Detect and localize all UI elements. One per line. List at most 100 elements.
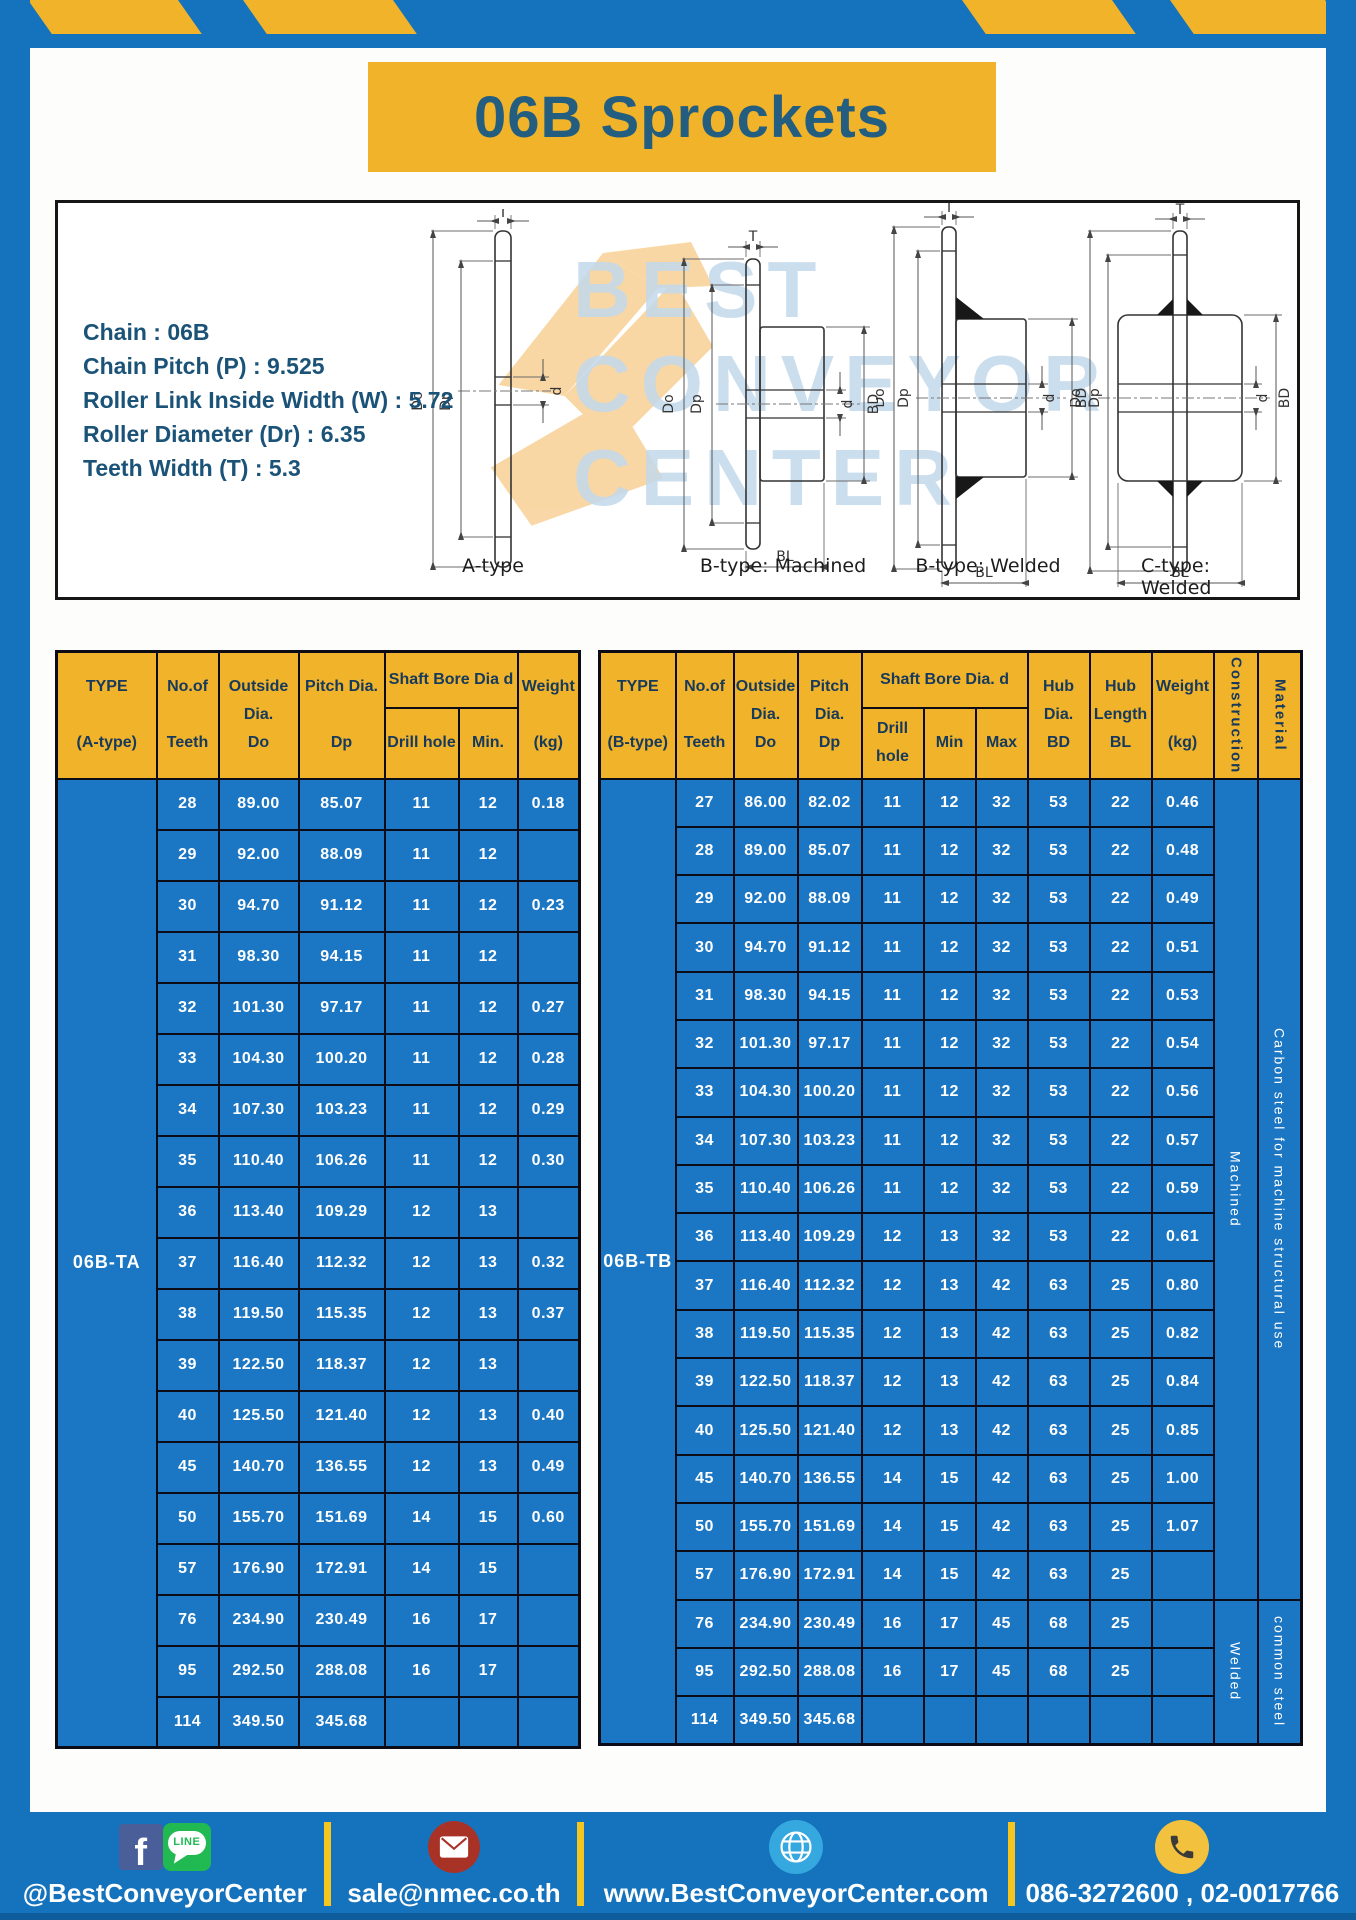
table-row: 114 349.50 345.68 xyxy=(600,1695,1302,1746)
data-cell: 12 xyxy=(383,1389,460,1443)
data-cell: 0.32 xyxy=(516,1236,581,1290)
data-cell: 25 xyxy=(1088,1501,1153,1553)
a-type-table: TYPE (A-type) No.of Teeth Outside Dia. Do P… xyxy=(55,650,581,1749)
col-material: Material xyxy=(1256,650,1303,780)
data-cell: 11 xyxy=(860,1018,925,1070)
data-cell: 15 xyxy=(457,1542,519,1596)
data-cell: 53 xyxy=(1026,1163,1091,1215)
type-merged-cell: 06B-TA xyxy=(55,777,158,1749)
table-row: 28 89.00 85.07 11 12 32 53 22 0.48 xyxy=(600,825,1302,877)
data-cell: 57 xyxy=(674,1550,735,1601)
data-cell: 25 xyxy=(1088,1308,1153,1360)
table-row: 30 94.70 91.12 11 12 0.23 xyxy=(57,879,581,933)
data-cell: 12 xyxy=(457,1134,519,1188)
table-row: 39 122.50 118.37 12 13 42 63 25 0.84 xyxy=(600,1357,1302,1408)
data-cell: 0.53 xyxy=(1150,970,1215,1021)
data-cell: 292.50 xyxy=(217,1644,300,1698)
data-cell: 112.32 xyxy=(297,1236,386,1290)
data-cell: 116.40 xyxy=(217,1236,300,1290)
data-cell: 76 xyxy=(155,1593,220,1647)
left-border xyxy=(0,0,30,1920)
decor-stripe xyxy=(28,0,202,34)
construction-merged-cell: Machined xyxy=(1212,777,1259,1601)
data-cell: 53 xyxy=(1026,874,1091,925)
data-cell: 11 xyxy=(383,828,460,882)
data-cell: 34 xyxy=(155,1083,220,1137)
data-cell: 292.50 xyxy=(732,1646,799,1698)
data-cell: 14 xyxy=(860,1501,925,1553)
data-cell: 32 xyxy=(974,777,1029,828)
data-cell: 25 xyxy=(1088,1357,1153,1408)
spec-line: Chain : 06B xyxy=(83,319,210,345)
data-cell xyxy=(1150,1550,1215,1601)
svg-text:d: d xyxy=(840,400,856,409)
data-cell: 88.09 xyxy=(297,828,386,882)
data-cell: 12 xyxy=(383,1287,460,1341)
data-cell: 106.26 xyxy=(796,1163,863,1215)
svg-text:Dp: Dp xyxy=(438,391,454,411)
table-row: 34 107.30 103.23 11 12 32 53 22 0.57 xyxy=(600,1115,1302,1166)
data-cell: 29 xyxy=(155,828,220,882)
data-cell: 12 xyxy=(383,1338,460,1392)
data-cell: 118.37 xyxy=(796,1357,863,1408)
col-hub-length: Hub Length BL xyxy=(1088,650,1153,780)
svg-text:Dp: Dp xyxy=(689,394,705,414)
data-cell: 63 xyxy=(1026,1453,1091,1504)
data-cell: 25 xyxy=(1088,1405,1153,1456)
data-cell: 12 xyxy=(860,1308,925,1360)
data-cell: 17 xyxy=(457,1593,519,1647)
decor-stripe xyxy=(243,0,417,34)
data-cell: 22 xyxy=(1088,874,1153,925)
data-cell: 288.08 xyxy=(297,1644,386,1698)
data-cell: 0.84 xyxy=(1150,1357,1215,1408)
data-cell xyxy=(516,1644,581,1698)
table-row: 39 122.50 118.37 12 13 xyxy=(57,1338,581,1392)
data-cell xyxy=(516,1593,581,1647)
data-cell: 0.60 xyxy=(516,1491,581,1545)
data-cell xyxy=(860,1695,925,1746)
data-cell: 53 xyxy=(1026,777,1091,828)
data-cell: 112.32 xyxy=(796,1260,863,1311)
col-drill-hole: Drill hole xyxy=(860,706,925,780)
data-cell: 0.57 xyxy=(1150,1115,1215,1166)
data-cell: 63 xyxy=(1026,1550,1091,1601)
data-cell: 29 xyxy=(674,874,735,925)
diagram-panel: BEST CONVEYOR CENTER Chain : 06B Chain P… xyxy=(55,200,1300,600)
data-cell: 38 xyxy=(155,1287,220,1341)
data-cell: 119.50 xyxy=(732,1308,799,1360)
line-label: LINE xyxy=(173,1836,201,1848)
data-cell: 40 xyxy=(674,1405,735,1456)
data-cell: 0.59 xyxy=(1150,1163,1215,1215)
col-outside-dia: Outside Dia. Do xyxy=(732,650,799,780)
data-cell: 42 xyxy=(974,1260,1029,1311)
material-merged-cell: Carbon steel for machine structural use xyxy=(1256,777,1303,1601)
data-cell xyxy=(516,1542,581,1596)
data-cell: 34 xyxy=(674,1115,735,1166)
col-type: TYPE (B-type) xyxy=(598,650,677,780)
data-cell: 12 xyxy=(457,879,519,933)
data-cell: 16 xyxy=(383,1593,460,1647)
globe-icon xyxy=(769,1820,824,1874)
data-cell: 12 xyxy=(922,1163,977,1215)
data-cell: 101.30 xyxy=(732,1018,799,1070)
col-teeth: No.of Teeth xyxy=(674,650,735,780)
data-cell: 0.49 xyxy=(516,1440,581,1494)
data-cell: 12 xyxy=(922,1115,977,1166)
data-cell: 13 xyxy=(457,1338,519,1392)
data-cell: 11 xyxy=(860,1067,925,1118)
data-cell: 12 xyxy=(383,1440,460,1494)
data-cell: 0.28 xyxy=(516,1032,581,1086)
data-cell: 12 xyxy=(922,922,977,973)
table-row: 35 110.40 106.26 11 12 0.30 xyxy=(57,1134,581,1188)
data-cell: 11 xyxy=(860,1163,925,1215)
table-row: 32 101.30 97.17 11 12 0.27 xyxy=(57,981,581,1035)
table-row: 34 107.30 103.23 11 12 0.29 xyxy=(57,1083,581,1137)
data-cell: 16 xyxy=(860,1598,925,1649)
col-min: Min. xyxy=(457,706,519,780)
data-cell: 136.55 xyxy=(297,1440,386,1494)
data-cell: 13 xyxy=(457,1287,519,1341)
data-cell: 107.30 xyxy=(217,1083,300,1137)
data-cell: 40 xyxy=(155,1389,220,1443)
data-cell: 91.12 xyxy=(297,879,386,933)
data-cell: 91.12 xyxy=(796,922,863,973)
